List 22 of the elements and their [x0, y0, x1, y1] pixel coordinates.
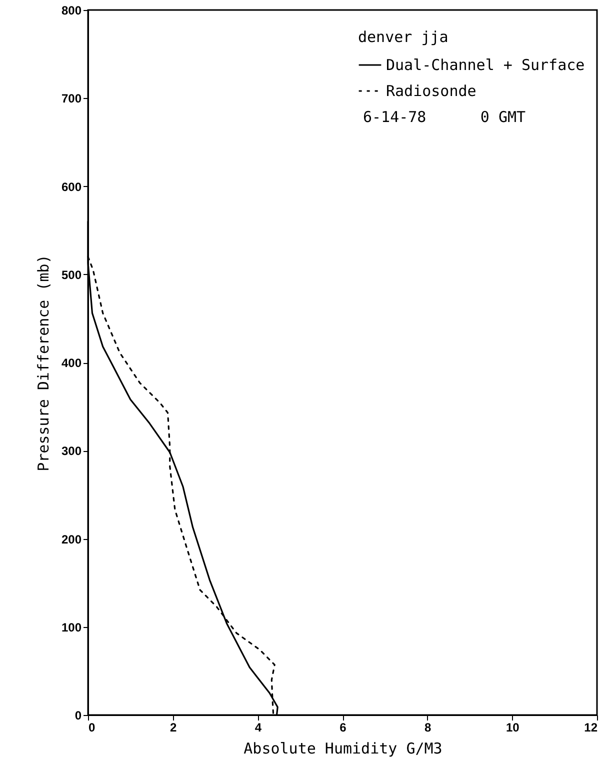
y-tick-label: 700 — [61, 92, 82, 106]
y-tick-label: 400 — [61, 356, 82, 370]
x-tick-label: 4 — [254, 720, 262, 734]
x-tick-label: 10 — [506, 720, 520, 734]
y-tick-label: 800 — [61, 4, 82, 18]
annotation: 6-14-78 0 GMT — [363, 108, 526, 126]
x-tick-label: 2 — [170, 720, 177, 734]
y-tick-label: 200 — [61, 532, 82, 546]
x-axis-title: Absolute Humidity G/M3 — [244, 740, 442, 758]
legend-label: Dual-Channel + Surface — [386, 56, 585, 74]
y-tick-label: 600 — [61, 180, 82, 194]
y-tick-label: 0 — [74, 708, 82, 722]
y-tick-label: 500 — [61, 268, 82, 282]
legend-label: Radiosonde — [386, 82, 476, 100]
x-tick-label: 6 — [340, 720, 347, 734]
x-tick-label: 8 — [424, 720, 432, 734]
y-tick-label: 100 — [61, 620, 82, 634]
y-axis-title: Pressure Difference (mb) — [34, 254, 52, 472]
y-tick-label: 300 — [61, 444, 82, 458]
x-tick-label: 12 — [584, 720, 598, 734]
legend-title: denver jja — [358, 28, 448, 46]
x-tick-label: 0 — [88, 720, 96, 734]
